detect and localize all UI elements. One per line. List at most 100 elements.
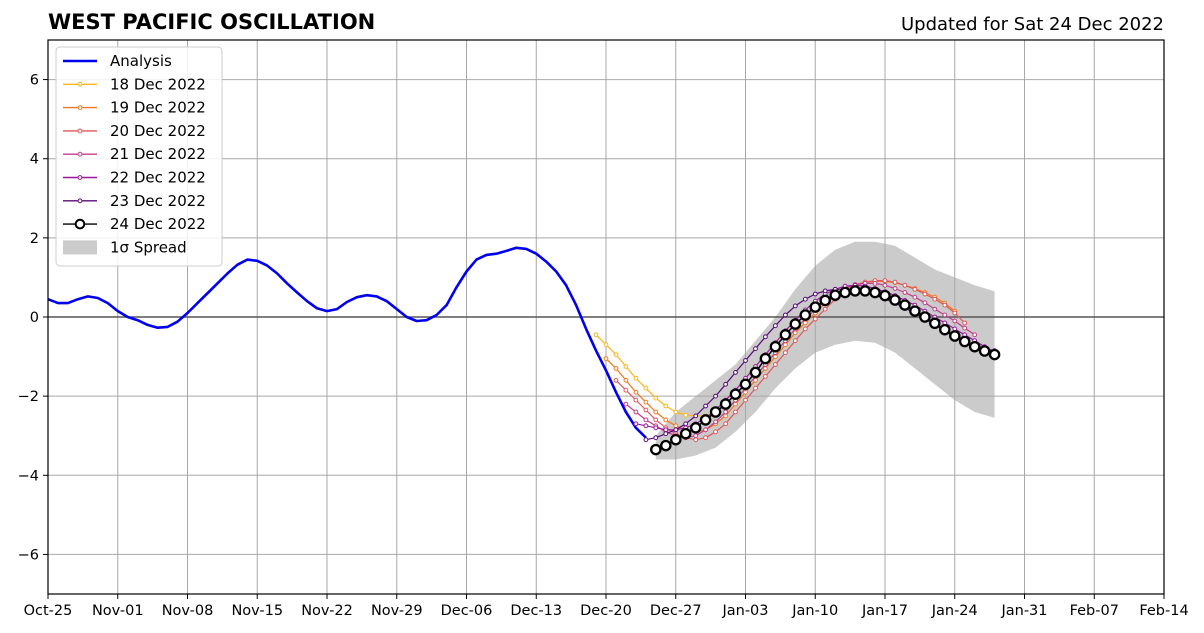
- data-point: [922, 300, 928, 306]
- data-point: [902, 290, 908, 295]
- data-point: [929, 317, 941, 330]
- x-tick-label: Oct-25: [24, 603, 73, 619]
- data-point: [812, 291, 818, 297]
- x-tick-label: Feb-07: [1070, 603, 1119, 619]
- data-point: [623, 364, 629, 369]
- data-point: [753, 377, 758, 383]
- legend-swatch-spread: [63, 240, 97, 255]
- y-tick-label: 4: [30, 152, 39, 168]
- data-point: [783, 342, 788, 348]
- data-point: [733, 370, 738, 375]
- legend-marker: [77, 81, 83, 87]
- data-point: [892, 279, 898, 285]
- legend: Analysis 18 Dec 2022 19 Dec 2022 20 Dec 202…: [55, 46, 223, 267]
- data-point: [603, 342, 609, 348]
- data-point: [673, 423, 679, 429]
- x-tick-label: Nov-22: [301, 603, 353, 619]
- data-point: [763, 366, 768, 371]
- data-point: [802, 320, 808, 326]
- data-point: [643, 417, 649, 423]
- data-point: [653, 425, 659, 431]
- data-point: [783, 350, 788, 356]
- data-point: [723, 413, 728, 419]
- data-point: [723, 409, 728, 415]
- legend-label: Analysis: [110, 52, 172, 70]
- data-point: [759, 352, 772, 365]
- legend-items: Analysis 18 Dec 2022 19 Dec 2022 20 Dec 202…: [63, 52, 206, 256]
- data-point: [912, 286, 918, 292]
- legend-marker: [77, 198, 83, 204]
- legend-label: 18 Dec 2022: [110, 75, 206, 93]
- data-point: [633, 421, 639, 427]
- series-analysis: [47, 246, 647, 439]
- data-point: [839, 286, 851, 299]
- y-tick-label: 0: [30, 310, 39, 326]
- data-point: [633, 375, 639, 381]
- data-point: [683, 412, 689, 418]
- data-point: [912, 294, 918, 300]
- data-point: [882, 282, 888, 288]
- data-point: [643, 399, 649, 405]
- data-point: [802, 296, 808, 302]
- data-point: [882, 278, 888, 284]
- legend-marker: [77, 105, 83, 110]
- data-point: [802, 326, 808, 332]
- data-point: [643, 437, 649, 443]
- data-point: [623, 377, 629, 383]
- data-point: [719, 398, 732, 410]
- data-point: [849, 285, 861, 297]
- data-point: [703, 435, 708, 441]
- data-point: [603, 356, 609, 362]
- data-point: [713, 393, 718, 399]
- data-point: [743, 389, 748, 395]
- legend-marker: [77, 175, 83, 180]
- spread-band-layer: [655, 241, 995, 460]
- data-point: [872, 281, 878, 286]
- data-point: [779, 329, 792, 341]
- data-point: [653, 395, 659, 401]
- legend-label: 1σ Spread: [110, 238, 187, 256]
- data-point: [859, 285, 871, 297]
- x-tick-label: Jan-03: [721, 603, 768, 619]
- data-point: [703, 427, 708, 433]
- data-point: [879, 289, 891, 302]
- x-tick-label: Nov-08: [162, 603, 214, 619]
- data-point: [753, 346, 758, 352]
- x-tick-label: Jan-31: [1000, 603, 1047, 619]
- data-point: [909, 305, 921, 317]
- x-axis-ticks: Oct-25 Nov-01 Nov-08 Nov-15 Nov-22 Nov-29 Dec-…: [24, 594, 1189, 619]
- data-point: [743, 358, 748, 363]
- data-point: [829, 289, 841, 301]
- data-point: [713, 429, 718, 435]
- data-point: [653, 417, 659, 423]
- data-point: [663, 427, 669, 433]
- x-tick-label: Jan-10: [791, 603, 838, 619]
- data-point: [932, 296, 938, 302]
- data-point: [593, 332, 599, 338]
- data-point: [673, 427, 679, 433]
- data-point: [819, 294, 831, 307]
- data-point: [892, 286, 898, 291]
- legend-marker: [74, 218, 86, 230]
- chart-title: WEST PACIFIC OSCILLATION: [48, 10, 375, 34]
- data-point: [792, 303, 798, 309]
- x-tick-label: Nov-01: [92, 603, 144, 619]
- data-point: [650, 443, 662, 456]
- data-point: [902, 282, 908, 288]
- data-point: [713, 419, 718, 425]
- data-point: [663, 403, 669, 409]
- data-point: [822, 306, 828, 312]
- data-point: [670, 433, 682, 446]
- x-tick-label: Nov-29: [371, 603, 423, 619]
- x-tick-label: Dec-20: [580, 603, 632, 619]
- data-point: [633, 389, 639, 395]
- legend-label: 20 Dec 2022: [110, 122, 206, 140]
- data-point: [613, 366, 619, 371]
- series-24-dec-2022: [650, 285, 1001, 456]
- data-point: [958, 335, 971, 348]
- data-point: [773, 362, 778, 367]
- data-point: [889, 294, 901, 306]
- x-tick-label: Nov-15: [231, 603, 283, 619]
- data-point: [733, 409, 738, 415]
- data-point: [978, 345, 991, 357]
